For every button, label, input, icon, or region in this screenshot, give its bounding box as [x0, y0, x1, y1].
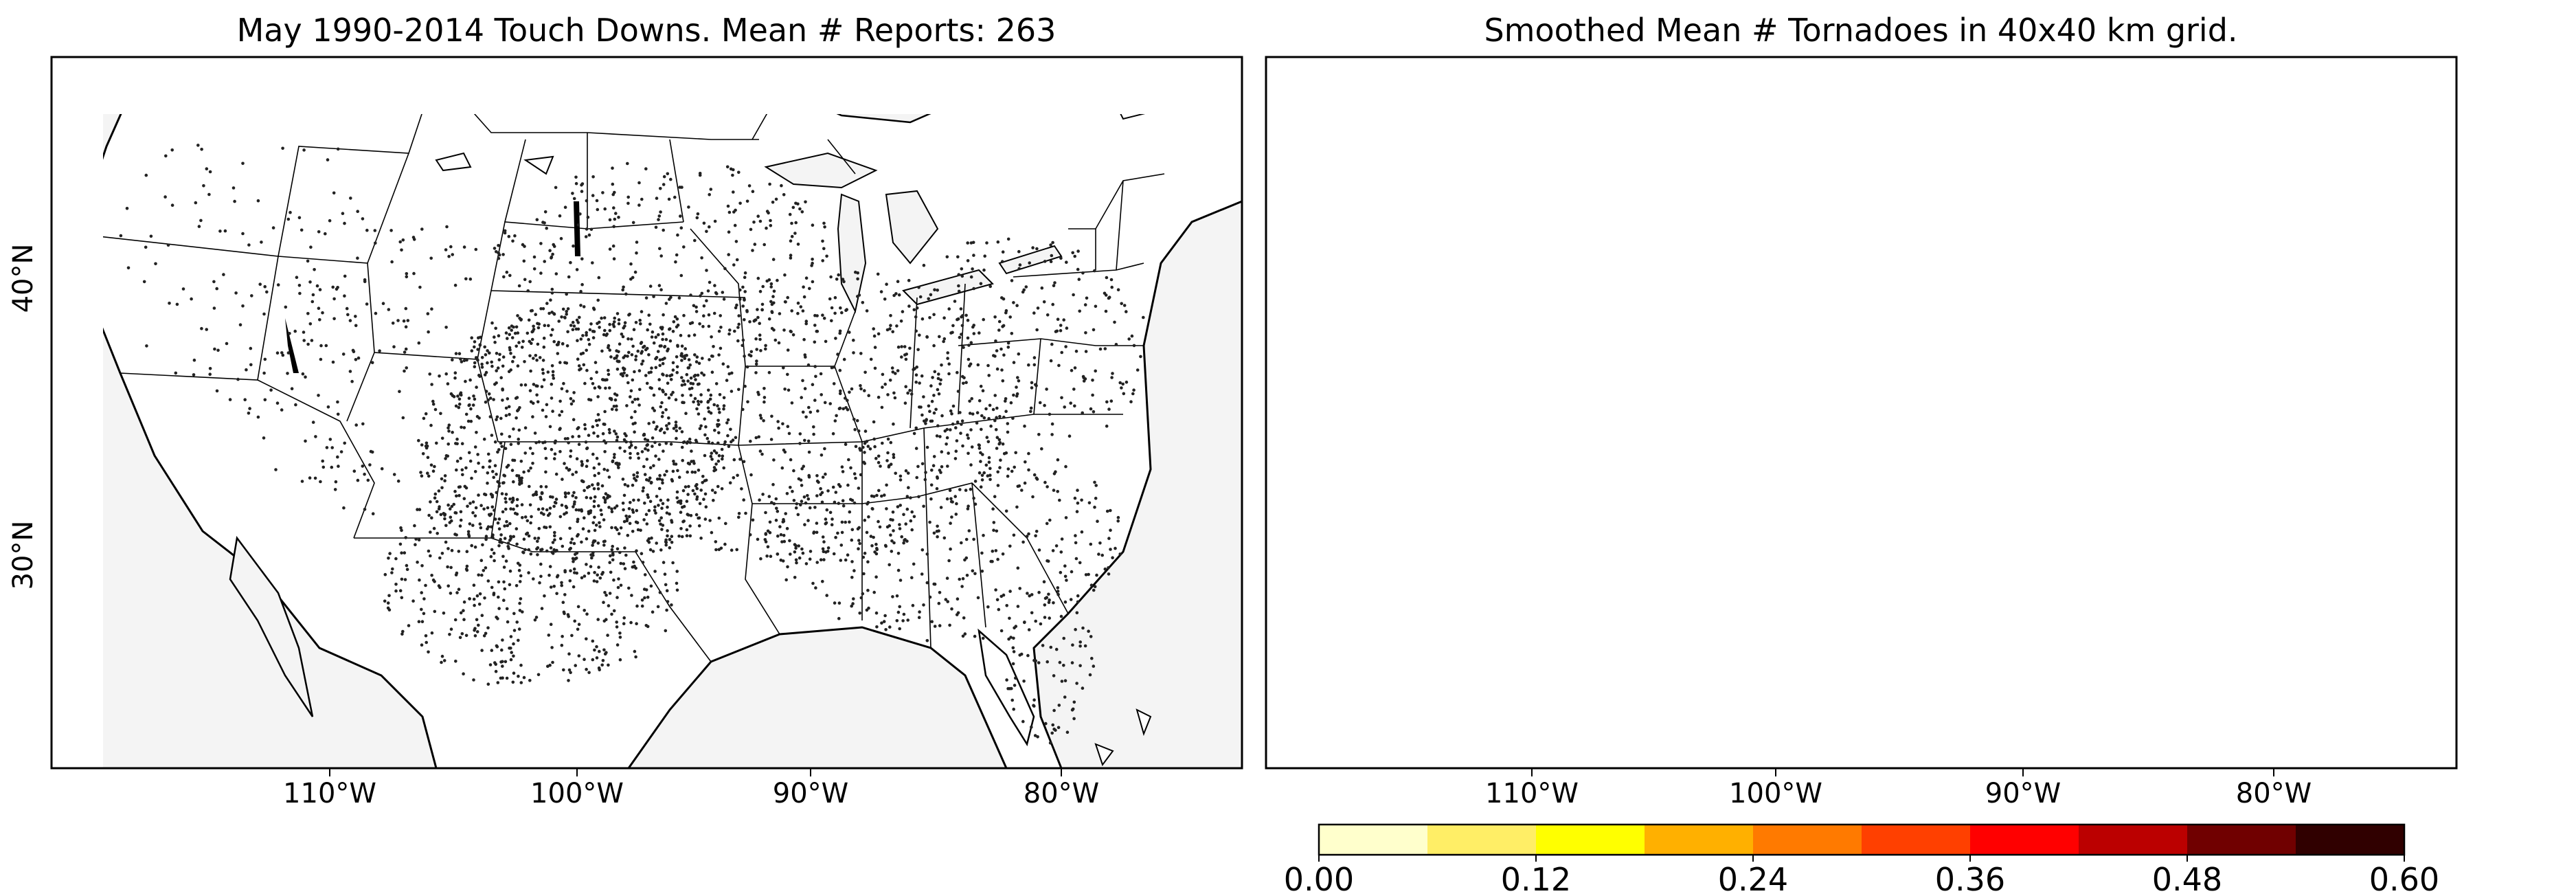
colorbar-segment: [1536, 825, 1645, 855]
left-xtick-80w: 80°W: [1024, 778, 1099, 809]
left-xtick-110w: 110°W: [283, 778, 376, 809]
colorbar-segments: [1319, 825, 2405, 855]
colorbar-tick-label: 0.12: [1501, 861, 1571, 893]
colorbar-segment: [1427, 825, 1537, 855]
right-map-frame: [1265, 56, 2458, 770]
colorbar-segment: [2187, 825, 2296, 855]
colorbar-segment: [1862, 825, 1971, 855]
right-xtick-90w: 90°W: [1985, 778, 2061, 809]
colorbar-tick-label: 0.36: [1935, 861, 2005, 893]
right-xtick-110w: 110°W: [1485, 778, 1579, 809]
right-map: [1266, 57, 2456, 768]
colorbar-segment: [1970, 825, 2079, 855]
colorbar-segment: [1753, 825, 1862, 855]
colorbar-segment: [1319, 825, 1428, 855]
left-xtick-90w: 90°W: [773, 778, 848, 809]
left-map-frame: [50, 56, 1243, 770]
colorbar-tick-label: 0.24: [1718, 861, 1788, 893]
colorbar-segment: [2296, 825, 2405, 855]
left-panel: May 1990-2014 Touch Downs. Mean # Report…: [8, 12, 1243, 809]
ytick-30n: 30°N: [8, 521, 39, 590]
left-y-ticks: 40°N 30°N: [8, 244, 39, 590]
right-xtick-100w: 100°W: [1729, 778, 1822, 809]
left-xtick-100w: 100°W: [530, 778, 624, 809]
report-points: [119, 144, 1145, 745]
right-panel-title: Smoothed Mean # Tornadoes in 40x40 km gr…: [1484, 12, 2237, 49]
colorbar-tick-label: 0.48: [2152, 861, 2222, 893]
right-panel: Smoothed Mean # Tornadoes in 40x40 km gr…: [1265, 12, 2458, 809]
right-xtick-80w: 80°W: [2236, 778, 2312, 809]
left-x-ticks: 110°W 100°W 90°W 80°W: [283, 768, 1099, 809]
colorbar: 0.00 0.12 0.24 0.36 0.48 0.60: [1284, 823, 2439, 896]
colorbar-ticks: 0.00 0.12 0.24 0.36 0.48 0.60: [1284, 855, 2439, 896]
right-x-ticks: 110°W 100°W 90°W 80°W: [1485, 768, 2312, 809]
colorbar-tick-label: 0.60: [2369, 861, 2439, 893]
density-contours: [1287, 85, 2345, 703]
left-panel-title: May 1990-2014 Touch Downs. Mean # Report…: [237, 12, 1057, 49]
colorbar-segment: [1645, 825, 1754, 855]
colorbar-tick-label: 0.00: [1284, 861, 1354, 893]
colorbar-frame: [1318, 823, 2406, 856]
colorbar-segment: [2079, 825, 2188, 855]
ytick-40n: 40°N: [8, 244, 39, 313]
left-map: [103, 114, 1243, 770]
